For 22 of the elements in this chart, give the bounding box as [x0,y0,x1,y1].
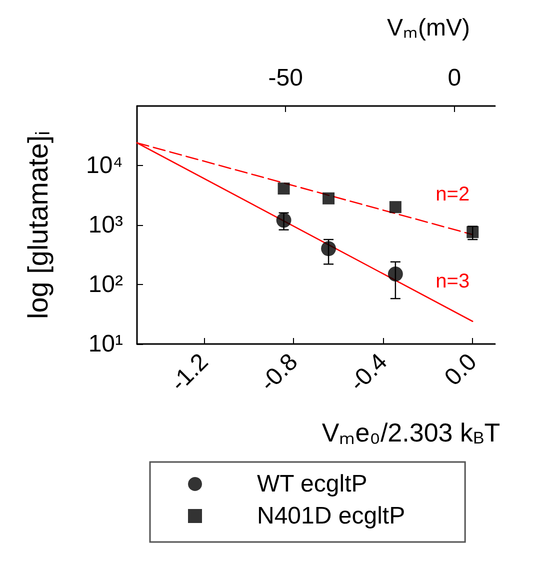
y-tick-label: 10⁴ [86,152,123,179]
point [321,241,336,256]
annotation: n=3 [436,270,470,292]
x2-tick-label: 0 [448,64,462,92]
x-tick-label: -1.2 [165,348,214,397]
annotation: n=2 [436,184,470,206]
y-axis-title: log [glutamate]ᵢ [22,130,54,320]
x2-axis-title: Vₘ(mV) [387,14,470,42]
point [322,192,335,204]
legend-label: WT ecgltP [257,470,368,498]
point [278,182,290,195]
x-tick-label: 0.0 [440,348,482,392]
x2-tick-label: -50 [268,64,303,92]
y-tick-label: 10² [88,271,124,298]
point [389,201,402,214]
point [388,266,403,282]
x-tick-label: -0.4 [344,348,393,397]
x-axis-title: Vₘe₀/2.303 kBT [322,417,500,448]
x-tick-label: -0.8 [254,348,304,397]
legend-label: N401D ecgltP [257,502,406,530]
y-tick-label: 10³ [88,212,124,238]
y-tick-label: 10¹ [88,330,124,358]
